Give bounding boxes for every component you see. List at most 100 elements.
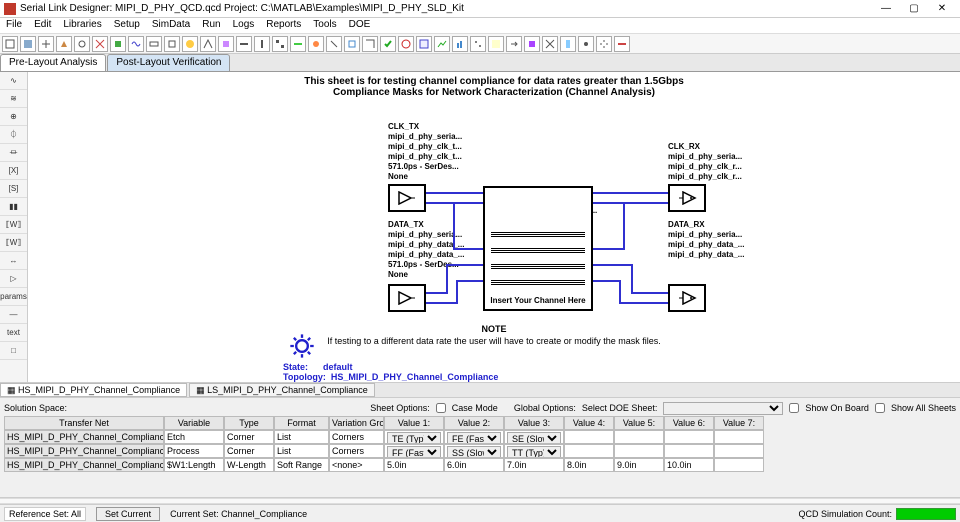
palette-buffer-icon[interactable]: ▷ xyxy=(0,270,27,288)
tool-9[interactable] xyxy=(146,36,162,52)
grid-cell[interactable] xyxy=(564,430,614,444)
tool-1[interactable] xyxy=(2,36,18,52)
grid-cell[interactable] xyxy=(664,444,714,458)
tool-24[interactable] xyxy=(416,36,432,52)
tool-6[interactable] xyxy=(92,36,108,52)
tool-25[interactable] xyxy=(434,36,450,52)
value-select[interactable]: TE (Typ) xyxy=(387,432,441,444)
grid-cell[interactable]: 9.0in xyxy=(614,458,664,472)
tool-18[interactable] xyxy=(308,36,324,52)
doe-select[interactable] xyxy=(663,402,783,415)
grid-cell[interactable]: TE (Typ) xyxy=(384,430,444,444)
grid-cell[interactable]: 7.0in xyxy=(504,458,564,472)
grid-cell[interactable]: List xyxy=(274,430,329,444)
grid-cell[interactable]: Corners xyxy=(329,444,384,458)
palette-w1-icon[interactable]: ⟦W⟧ xyxy=(0,216,27,234)
show-all-sheets-checkbox[interactable] xyxy=(875,403,885,413)
grid-cell[interactable]: 10.0in xyxy=(664,458,714,472)
tool-7[interactable] xyxy=(110,36,126,52)
menu-libraries[interactable]: Libraries xyxy=(57,18,107,33)
tool-32[interactable] xyxy=(560,36,576,52)
palette-wire-icon[interactable]: — xyxy=(0,306,27,324)
menu-setup[interactable]: Setup xyxy=(108,18,146,33)
palette-coupled-icon[interactable]: ≋ xyxy=(0,90,27,108)
col-header[interactable]: Variable xyxy=(164,416,224,430)
grid-cell[interactable]: <none> xyxy=(329,458,384,472)
menu-doe[interactable]: DOE xyxy=(343,18,377,33)
grid-cell[interactable]: Soft Range xyxy=(274,458,329,472)
palette-w2-icon[interactable]: ⟦W⟧ xyxy=(0,234,27,252)
palette-box-icon[interactable]: □ xyxy=(0,342,27,360)
col-header[interactable]: Format xyxy=(274,416,329,430)
col-header[interactable]: Value 3: xyxy=(504,416,564,430)
sheet-tab-ls[interactable]: ▦ LS_MIPI_D_PHY_Channel_Compliance xyxy=(189,383,375,397)
palette-s-icon[interactable]: [S] xyxy=(0,180,27,198)
tab-prelayout[interactable]: Pre-Layout Analysis xyxy=(0,54,106,71)
minimize-button[interactable]: — xyxy=(872,1,900,17)
grid-cell[interactable]: HS_MIPI_D_PHY_Channel_Compliance xyxy=(4,444,164,458)
value-select[interactable]: SS (Slow) xyxy=(447,446,501,458)
grid-cell[interactable]: HS_MIPI_D_PHY_Channel_Compliance xyxy=(4,430,164,444)
grid-cell[interactable]: 6.0in xyxy=(444,458,504,472)
col-header[interactable]: Value 4: xyxy=(564,416,614,430)
palette-text-icon[interactable]: text xyxy=(0,324,27,342)
grid-cell[interactable]: 8.0in xyxy=(564,458,614,472)
tool-8[interactable] xyxy=(128,36,144,52)
menu-reports[interactable]: Reports xyxy=(260,18,307,33)
menu-edit[interactable]: Edit xyxy=(28,18,57,33)
palette-resistor-icon[interactable]: ∿ xyxy=(0,72,27,90)
grid-cell[interactable]: Process xyxy=(164,444,224,458)
tool-29[interactable] xyxy=(506,36,522,52)
palette-params-icon[interactable]: params xyxy=(0,288,27,306)
clk-tx-block[interactable] xyxy=(388,184,426,212)
palette-conn-icon[interactable]: ↔ xyxy=(0,252,27,270)
col-header[interactable]: Value 2: xyxy=(444,416,504,430)
grid-cell[interactable] xyxy=(614,444,664,458)
tool-23[interactable] xyxy=(398,36,414,52)
grid-cell[interactable] xyxy=(614,430,664,444)
grid-cell[interactable]: List xyxy=(274,444,329,458)
col-header[interactable]: Value 5: xyxy=(614,416,664,430)
grid-cell[interactable]: TT (Typ) xyxy=(504,444,564,458)
tool-21[interactable] xyxy=(362,36,378,52)
tool-28[interactable] xyxy=(488,36,504,52)
tool-4[interactable] xyxy=(56,36,72,52)
grid-cell[interactable]: Corner xyxy=(224,430,274,444)
col-header[interactable]: Value 7: xyxy=(714,416,764,430)
grid-cell[interactable] xyxy=(714,458,764,472)
palette-ground-icon[interactable]: ⏀ xyxy=(0,126,27,144)
w1-block[interactable]: Insert Your Channel Here xyxy=(483,186,593,311)
tool-35[interactable] xyxy=(614,36,630,52)
maximize-button[interactable]: ▢ xyxy=(900,1,928,17)
tool-12[interactable] xyxy=(200,36,216,52)
settings-gear-icon[interactable] xyxy=(288,332,316,362)
tool-3[interactable] xyxy=(38,36,54,52)
grid-cell[interactable]: Corner xyxy=(224,444,274,458)
value-select[interactable]: FF (Fast) xyxy=(387,446,441,458)
tool-30[interactable] xyxy=(524,36,540,52)
tool-10[interactable] xyxy=(164,36,180,52)
grid-cell[interactable]: $W1:Length xyxy=(164,458,224,472)
palette-tline-icon[interactable]: ▮▮ xyxy=(0,198,27,216)
grid-cell[interactable]: FE (Fast) xyxy=(444,430,504,444)
tool-22[interactable] xyxy=(380,36,396,52)
tool-15[interactable] xyxy=(254,36,270,52)
palette-x-icon[interactable]: [X] xyxy=(0,162,27,180)
tool-27[interactable] xyxy=(470,36,486,52)
menu-file[interactable]: File xyxy=(0,18,28,33)
grid-cell[interactable] xyxy=(664,430,714,444)
tool-19[interactable] xyxy=(326,36,342,52)
tool-34[interactable] xyxy=(596,36,612,52)
grid-cell[interactable]: SS (Slow) xyxy=(444,444,504,458)
tool-14[interactable] xyxy=(236,36,252,52)
tool-33[interactable] xyxy=(578,36,594,52)
tool-11[interactable] xyxy=(182,36,198,52)
menu-simdata[interactable]: SimData xyxy=(146,18,196,33)
col-header[interactable]: Value 6: xyxy=(664,416,714,430)
data-rx-block[interactable] xyxy=(668,284,706,312)
grid-cell[interactable]: HS_MIPI_D_PHY_Channel_Compliance xyxy=(4,458,164,472)
value-select[interactable]: FE (Fast) xyxy=(447,432,501,444)
set-current-button[interactable]: Set Current xyxy=(96,507,160,521)
value-select[interactable]: SE (Slow) xyxy=(507,432,561,444)
tool-13[interactable] xyxy=(218,36,234,52)
